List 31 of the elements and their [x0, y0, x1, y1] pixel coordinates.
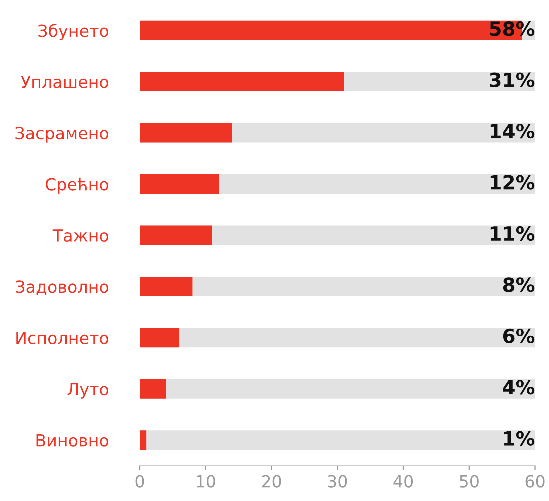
bar: [140, 123, 232, 143]
data-label: 11%: [490, 226, 535, 242]
y-tick-label: Задоволно: [16, 280, 109, 296]
data-label: 4%: [503, 380, 535, 395]
data-label: 8%: [503, 278, 535, 292]
y-tick-label: Луто: [68, 383, 109, 399]
y-tick-label: Тажно: [52, 230, 109, 242]
x-tick-label: 10: [197, 475, 216, 488]
data-label: 31%: [490, 72, 535, 88]
x-tick-label: 40: [394, 475, 414, 488]
bar: [140, 276, 193, 296]
x-tick-label: 20: [262, 475, 282, 488]
x-tick-label: 60: [526, 475, 545, 488]
y-tick-label: Засрамено: [16, 127, 109, 143]
data-label: 1%: [504, 431, 535, 446]
bar: [140, 328, 180, 348]
y-tick-label: Збунето: [38, 24, 109, 41]
x-tick-label: 50: [460, 475, 479, 488]
bar: [140, 379, 166, 399]
bar: [140, 174, 220, 194]
x-tick-label: 0: [136, 475, 144, 488]
data-label: 12%: [490, 175, 535, 190]
y-tick-label: Виновно: [36, 434, 109, 447]
data-label: 14%: [490, 124, 535, 139]
y-tick-label: Срећно: [46, 178, 109, 194]
bar: [140, 226, 212, 246]
x-tick-label: 30: [328, 475, 348, 488]
data-label: 6%: [503, 328, 535, 344]
bar: [140, 430, 147, 450]
y-tick-label: Исполнето: [16, 332, 109, 344]
y-tick-label: Уплашено: [21, 76, 109, 88]
